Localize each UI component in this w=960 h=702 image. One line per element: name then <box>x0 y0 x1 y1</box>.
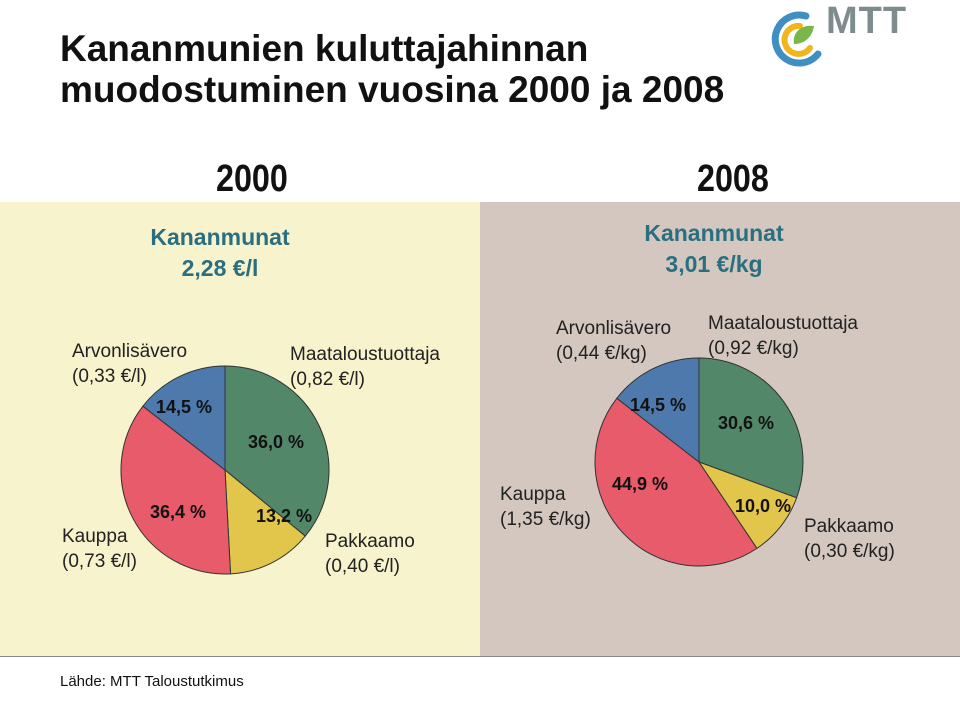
pie-2000-label-kauppa: Kauppa <box>62 526 128 547</box>
product-name-2008: Kananmunat <box>644 220 784 246</box>
page-title: Kananmunien kuluttajahinnan muodostumine… <box>60 28 820 110</box>
product-name-2000: Kananmunat <box>150 224 290 250</box>
pie-2008-slice-arvonlisavero <box>616 357 700 464</box>
pie-2000-percent-arvonlisavero: 14,5 % <box>156 397 212 417</box>
pie-2008-label-maataloustuottaja: Maataloustuottaja <box>708 313 858 334</box>
footer-divider <box>0 656 960 657</box>
pie-2008-slice-maataloustuottaja <box>698 357 804 499</box>
pie-2008-percent-pakkaamo: 10,0 % <box>735 496 791 516</box>
pie-2008-slice-kauppa <box>594 397 758 567</box>
pie-2000-label-maataloustuottaja: Maataloustuottaja <box>290 344 440 365</box>
pie-2000-slice-arvonlisavero <box>142 365 226 472</box>
pie-2008-label-pakkaamo: Pakkaamo <box>804 516 894 537</box>
pie-2008-percent-maataloustuottaja: 30,6 % <box>718 413 774 433</box>
pie-2008-percent-kauppa: 44,9 % <box>612 474 668 494</box>
pie-2008-value-arvonlisavero: (0,44 €/kg) <box>556 343 647 364</box>
year-2008: 2008 <box>697 158 769 200</box>
source-note: Lähde: MTT Taloustutkimus <box>60 673 244 690</box>
pie-2000-percent-pakkaamo: 13,2 % <box>256 506 312 526</box>
pie-2008-value-maataloustuottaja: (0,92 €/kg) <box>708 338 799 359</box>
product-price-2008: 3,01 €/kg <box>665 251 762 277</box>
page-title-line1: Kananmunien kuluttajahinnan <box>60 28 589 69</box>
product-price-2000: 2,28 €/l <box>182 255 259 281</box>
year-2000: 2000 <box>216 158 288 200</box>
pie-2000-percent-kauppa: 36,4 % <box>150 502 206 522</box>
pie-2008-label-arvonlisavero: Arvonlisävero <box>556 318 671 339</box>
pie-2000-value-maataloustuottaja: (0,82 €/l) <box>290 369 365 390</box>
pie-2000-percent-maataloustuottaja: 36,0 % <box>248 432 304 452</box>
mtt-logo-icon <box>771 11 822 67</box>
pie-2000-value-pakkaamo: (0,40 €/l) <box>325 556 400 577</box>
pie-2000-label-pakkaamo: Pakkaamo <box>325 531 415 552</box>
page-title-line2: muodostuminen vuosina 2000 ja 2008 <box>60 69 725 110</box>
pie-2008-label-kauppa: Kauppa <box>500 484 566 505</box>
pie-2000-slice-pakkaamo <box>224 468 306 575</box>
pie-2000-value-arvonlisavero: (0,33 €/l) <box>72 366 147 387</box>
logo-text: MTT <box>826 0 908 42</box>
pie-2008-percent-arvonlisavero: 14,5 % <box>630 395 686 415</box>
pie-2000-slice-maataloustuottaja <box>224 365 330 537</box>
pie-2000-label-arvonlisavero: Arvonlisävero <box>72 341 187 362</box>
pie-2008-value-kauppa: (1,35 €/kg) <box>500 509 591 530</box>
pie-2008-value-pakkaamo: (0,30 €/kg) <box>804 541 895 562</box>
pie-2000-value-kauppa: (0,73 €/l) <box>62 551 137 572</box>
pie-2000-slice-kauppa <box>120 405 232 575</box>
